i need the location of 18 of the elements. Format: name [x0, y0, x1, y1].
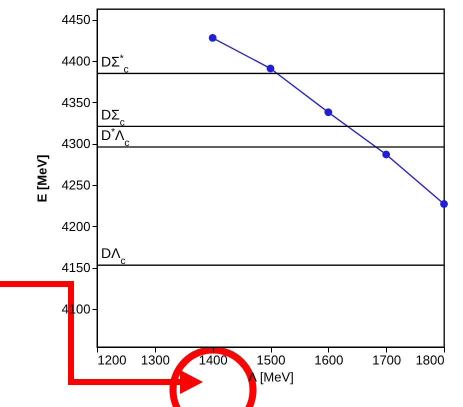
y-tick-label: 4150: [62, 260, 90, 276]
y-tick-label: 4450: [62, 12, 90, 28]
x-tick-label: 1500: [256, 352, 286, 368]
x-tick-label: 1800: [416, 352, 444, 368]
ref-line-label: D$^{*}$Λ$_{c}$: [101, 126, 130, 149]
y-tick-label: 4400: [62, 54, 90, 69]
y-tick-label: 4300: [62, 136, 90, 152]
x-tick-label: 1600: [314, 352, 344, 368]
x-tick-label: 1400: [198, 352, 228, 368]
y-axis-title: E [MeV]: [34, 154, 50, 202]
x-tick-label: 1300: [140, 352, 170, 368]
x-tick-label: 1700: [372, 352, 402, 368]
y-tick-label: 4200: [62, 218, 90, 234]
y-tick-label: 4250: [62, 178, 90, 193]
y-tick-label: 4350: [62, 94, 90, 110]
x-tick-label: 1200: [98, 352, 126, 368]
ref-line-label: DΛ$_{c}$: [101, 245, 126, 267]
ref-line-label: DΣ$_{c}$: [101, 106, 125, 128]
